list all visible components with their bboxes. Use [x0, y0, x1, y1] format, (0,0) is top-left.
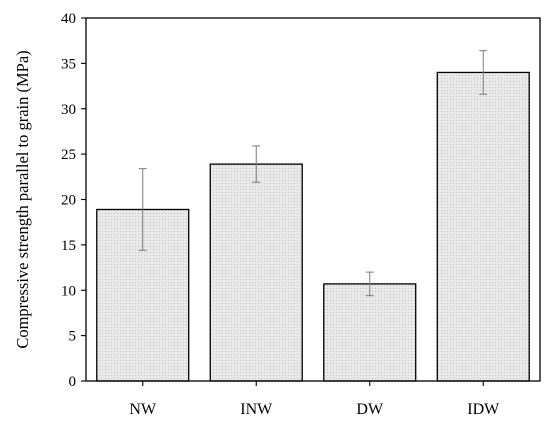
x-tick-label-nw: NW: [129, 401, 157, 418]
bar-inw: [209, 163, 303, 382]
x-tick-label-dw: DW: [356, 401, 384, 418]
y-axis-label: Compressive strength parallel to grain (…: [13, 50, 32, 348]
error-bar-nw: [138, 168, 147, 251]
bar-dw: [323, 283, 417, 382]
y-tick-label: 40: [61, 11, 76, 27]
y-tick-label: 25: [61, 147, 76, 163]
x-tick-label-inw: INW: [240, 401, 273, 418]
error-bar-dw: [365, 271, 374, 297]
error-bar-idw: [479, 50, 488, 95]
y-tick-label: 15: [61, 238, 76, 254]
y-tick-label: 20: [61, 193, 76, 209]
y-tick-label: 5: [69, 329, 77, 345]
y-tick-label: 10: [61, 283, 76, 299]
y-axis-ticks: 0 5 10 15 20 25 30 35 40: [61, 11, 86, 390]
x-tick-label-idw: IDW: [467, 401, 500, 418]
bars-layer: [96, 71, 530, 382]
error-bar-inw: [252, 145, 261, 183]
bar-idw: [436, 71, 530, 382]
y-tick-label: 35: [61, 56, 76, 72]
error-bars-layer: [138, 50, 488, 297]
x-axis-ticks: NW INW DW IDW: [129, 381, 500, 418]
y-tick-label: 30: [61, 102, 76, 118]
y-tick-label: 0: [69, 374, 77, 390]
